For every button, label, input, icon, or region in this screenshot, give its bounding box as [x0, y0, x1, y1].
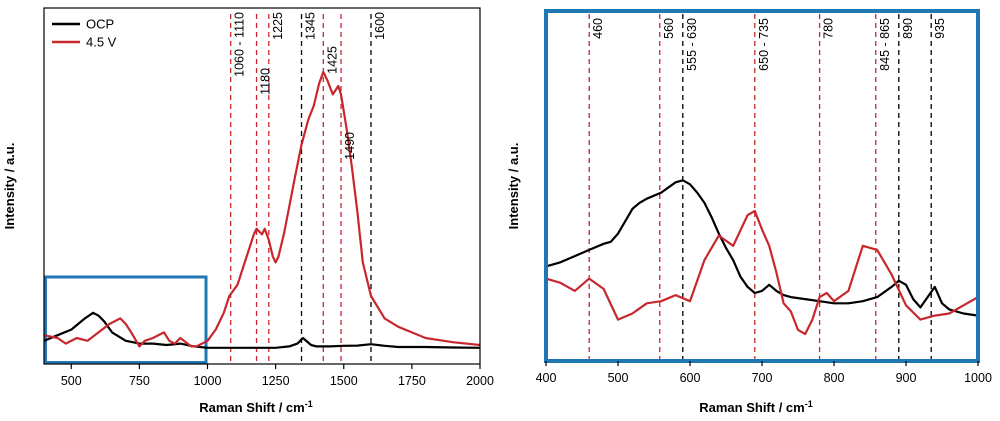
- y-axis-title: Intensity / a.u.: [2, 143, 17, 230]
- peak-label: 845 - 865: [878, 18, 892, 71]
- x-tick-label: 500: [608, 371, 629, 385]
- peak-label: 1060 - 1110: [233, 12, 247, 77]
- x-tick-label: 800: [824, 371, 845, 385]
- peak-label: 1180: [259, 68, 273, 95]
- peak-label: 1490: [343, 132, 357, 160]
- peak-label: 780: [822, 18, 836, 39]
- peak-label: 1600: [373, 12, 387, 40]
- x-tick-label: 500: [61, 374, 82, 388]
- peak-label: 1225: [271, 12, 285, 40]
- x-tick-label: 900: [896, 371, 917, 385]
- x-axis-title: Raman Shift / cm-1: [199, 399, 312, 415]
- peak-label: 555 - 630: [685, 18, 699, 71]
- y-axis-title: Intensity / a.u.: [506, 143, 521, 230]
- legend-label-4-5v: 4.5 V: [86, 35, 117, 50]
- x-tick-label: 600: [680, 371, 701, 385]
- right-raman-inset-chart: 460 560 555 - 630 650 - 735 780 845 - 865 890 9…: [506, 9, 992, 415]
- x-axis-title-text: Raman Shift / cm: [699, 400, 804, 415]
- peak-label: 460: [591, 18, 605, 39]
- series-line-ocp: [44, 311, 480, 349]
- x-tick-label: 1750: [398, 374, 426, 388]
- x-axis-title-superscript: -1: [305, 399, 313, 409]
- x-axis-title: Raman Shift / cm-1: [699, 399, 812, 415]
- x-tick-label: 400: [536, 371, 557, 385]
- peak-label: 1345: [304, 12, 318, 40]
- x-tick-label: 1250: [262, 374, 290, 388]
- peak-label: 560: [662, 18, 676, 39]
- legend: OCP 4.5 V: [52, 17, 117, 50]
- plot-frame: [43, 7, 481, 365]
- inset-region-box: [44, 275, 208, 364]
- x-tick-label: 750: [129, 374, 150, 388]
- x-axis-title-text: Raman Shift / cm: [199, 400, 304, 415]
- series-group: [44, 70, 480, 349]
- series-line-4-5v: [44, 70, 480, 348]
- x-tick-label: 2000: [466, 374, 494, 388]
- x-tick-label: 1000: [194, 374, 222, 388]
- series-line-ocp: [546, 179, 978, 317]
- x-tick-label: 700: [752, 371, 773, 385]
- series-line-4-5v: [546, 209, 978, 336]
- peak-label: 1425: [325, 46, 339, 74]
- peak-label: 650 - 735: [757, 18, 771, 71]
- x-tick-label: 1000: [964, 371, 992, 385]
- peak-label: 890: [901, 18, 915, 39]
- legend-label-ocp: OCP: [86, 17, 114, 32]
- x-axis-title-superscript: -1: [805, 399, 813, 409]
- series-group: [546, 179, 978, 336]
- peak-label: 935: [933, 18, 947, 39]
- left-raman-chart: 1060 - 1110 1180 1225 1345 1425 1490 1600 500 75…: [2, 7, 494, 415]
- x-tick-label: 1500: [330, 374, 358, 388]
